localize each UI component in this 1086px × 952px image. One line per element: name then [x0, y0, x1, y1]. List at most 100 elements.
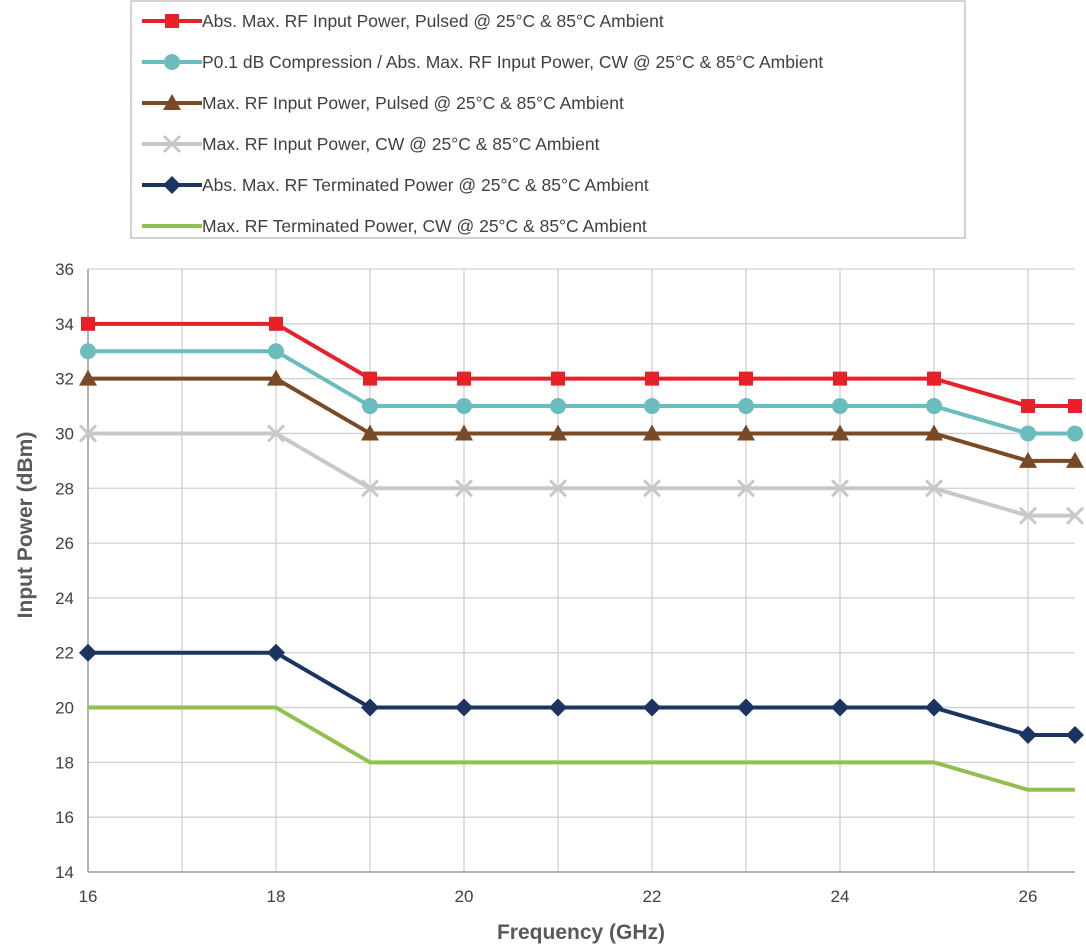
data-point: [360, 479, 380, 498]
data-point: [361, 424, 379, 441]
data-point: [831, 424, 849, 441]
data-point: [736, 479, 756, 498]
data-point: [644, 398, 660, 415]
data-point: [80, 343, 96, 360]
data-point: [737, 424, 755, 441]
data-point: [456, 398, 472, 415]
data-point: [269, 316, 283, 331]
series-line: [88, 376, 1075, 463]
data-point: [925, 424, 943, 441]
data-point: [831, 698, 849, 717]
data-point: [454, 479, 474, 498]
legend-entry: Abs. Max. RF Input Power, Pulsed @ 25°C …: [142, 11, 664, 31]
data-point: [643, 424, 661, 441]
x-axis-title: Frequency (GHz): [497, 921, 665, 944]
legend-entry: Abs. Max. RF Terminated Power @ 25°C & 8…: [142, 175, 649, 195]
y-axis-title: Input Power (dBm): [14, 432, 37, 619]
legend-label: Abs. Max. RF Input Power, Pulsed @ 25°C …: [202, 11, 664, 31]
legend-entry: Max. RF Input Power, CW @ 25°C & 85°C Am…: [142, 134, 600, 154]
x-tick-label: 18: [267, 887, 286, 906]
series-group: [81, 316, 1082, 414]
legend-swatch-marker: [163, 176, 181, 194]
data-point: [548, 479, 568, 498]
legend-label: Max. RF Input Power, Pulsed @ 25°C & 85°…: [202, 93, 624, 113]
data-point: [551, 371, 565, 386]
legend-entry: P0.1 dB Compression / Abs. Max. RF Input…: [142, 52, 823, 72]
data-point: [362, 398, 378, 415]
data-point: [455, 698, 473, 717]
data-point: [1018, 506, 1038, 525]
legend-swatch-marker: [164, 54, 180, 70]
data-point: [266, 424, 286, 443]
series-group: [88, 705, 1075, 792]
y-tick-label: 34: [55, 315, 74, 334]
legend-entry: Max. RF Input Power, Pulsed @ 25°C & 85°…: [142, 93, 624, 113]
series-group: [78, 424, 1085, 525]
data-point: [361, 698, 379, 717]
legend-swatch-marker: [162, 134, 182, 154]
legend-label: P0.1 dB Compression / Abs. Max. RF Input…: [202, 52, 823, 72]
data-point: [830, 479, 850, 498]
data-point: [1021, 399, 1035, 414]
data-point: [737, 698, 755, 717]
y-tick-label: 32: [55, 370, 74, 389]
data-point: [643, 698, 661, 717]
x-tick-label: 26: [1019, 887, 1038, 906]
data-point: [738, 398, 754, 415]
legend-label: Max. RF Input Power, CW @ 25°C & 85°C Am…: [202, 134, 600, 154]
series-group: [79, 369, 1084, 468]
series-line: [88, 650, 1075, 737]
series-line: [88, 431, 1075, 518]
legend-entry: Max. RF Terminated Power, CW @ 25°C & 85…: [142, 216, 647, 236]
axes: 14 16 18 20 22 24 26 28 30 32 34 36 16 18 20 22 24 26: [55, 260, 1075, 906]
legend-label: Max. RF Terminated Power, CW @ 25°C & 85…: [202, 216, 647, 236]
data-point: [267, 369, 285, 386]
data-point: [645, 371, 659, 386]
data-point: [363, 371, 377, 386]
data-point: [1066, 451, 1084, 468]
data-point: [926, 398, 942, 415]
y-tick-label: 28: [55, 479, 74, 498]
series-group: [80, 343, 1083, 442]
series-line: [88, 321, 1075, 409]
data-point: [550, 398, 566, 415]
series-line: [88, 349, 1075, 436]
y-tick-label: 22: [55, 644, 74, 663]
series-line: [88, 705, 1075, 792]
series-layer: [78, 316, 1085, 792]
data-point: [739, 371, 753, 386]
x-tick-label: 16: [79, 887, 98, 906]
data-point: [455, 424, 473, 441]
y-tick-label: 20: [55, 699, 74, 718]
data-point: [79, 643, 97, 662]
data-point: [832, 398, 848, 415]
legend-label: Abs. Max. RF Terminated Power @ 25°C & 8…: [202, 175, 649, 195]
data-point: [642, 479, 662, 498]
y-tick-label: 30: [55, 424, 74, 443]
data-point: [1065, 506, 1085, 525]
data-point: [1068, 399, 1082, 414]
y-tick-label: 18: [55, 753, 74, 772]
y-tick-label: 24: [55, 589, 74, 608]
data-point: [549, 424, 567, 441]
data-point: [267, 643, 285, 662]
x-tick-label: 22: [643, 887, 662, 906]
data-point: [457, 371, 471, 386]
data-point: [549, 698, 567, 717]
x-tick-label: 20: [455, 887, 474, 906]
data-point: [81, 316, 95, 331]
data-point: [78, 424, 98, 443]
y-tick-label: 26: [55, 534, 74, 553]
data-point: [1019, 725, 1037, 744]
y-tick-label: 36: [55, 260, 74, 279]
data-point: [1066, 725, 1084, 744]
data-point: [924, 479, 944, 498]
x-tick-label: 24: [831, 887, 850, 906]
data-point: [1020, 425, 1036, 442]
data-point: [79, 369, 97, 386]
grid-lines: [87, 268, 1075, 873]
legend-box: [130, 0, 966, 239]
series-group: [79, 643, 1084, 744]
legend-swatch-marker: [165, 14, 179, 28]
data-point: [1067, 425, 1083, 442]
